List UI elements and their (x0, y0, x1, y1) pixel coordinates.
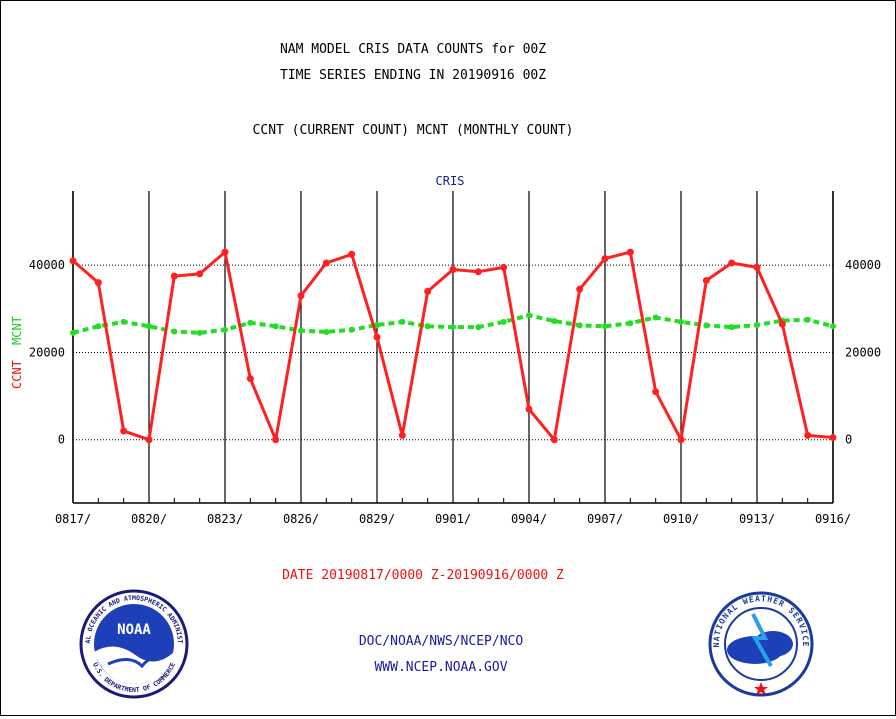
y-axis-label-ccnt: CCNT (10, 360, 24, 389)
data-point-mcnt (95, 323, 102, 330)
chart-title-line2: TIME SERIES ENDING IN 20190916 00Z (280, 68, 546, 83)
x-tick-label: 0823/ (207, 512, 243, 526)
data-point-mcnt (424, 323, 431, 330)
url-label: WWW.NCEP.NOAA.GOV (374, 660, 507, 675)
data-point-ccnt (69, 257, 77, 265)
data-point-ccnt (170, 272, 178, 280)
data-point-mcnt (374, 321, 380, 328)
data-point-ccnt (246, 375, 254, 383)
data-point-mcnt (272, 323, 279, 330)
data-point-mcnt (754, 321, 760, 328)
x-tick-label: 0913/ (739, 512, 775, 526)
data-point-ccnt (424, 287, 432, 295)
y-tick-label-right: 0 (845, 433, 852, 447)
data-point-mcnt (196, 329, 203, 336)
data-point-ccnt (525, 405, 533, 413)
panel-label: CRIS (436, 174, 465, 188)
data-point-ccnt (652, 388, 660, 396)
x-tick-label: 0829/ (359, 512, 395, 526)
data-point-ccnt (702, 276, 710, 284)
data-point-ccnt (145, 436, 153, 444)
data-point-ccnt (94, 279, 102, 287)
data-point-ccnt (449, 266, 457, 274)
data-point-mcnt (551, 318, 558, 325)
data-point-mcnt (323, 328, 330, 335)
noaa-logo: NOAA NATIONAL OCEANIC AND ATMOSPHERIC AD… (79, 589, 189, 699)
data-point-mcnt (500, 318, 507, 325)
data-point-ccnt (550, 436, 558, 444)
noaa-logo-text: NOAA (117, 622, 151, 638)
data-point-mcnt (171, 328, 178, 335)
data-point-ccnt (373, 333, 381, 341)
data-point-mcnt (728, 324, 735, 331)
data-point-ccnt (398, 431, 406, 439)
data-point-ccnt (322, 259, 330, 267)
nws-logo: NATIONAL WEATHER SERVICE (708, 591, 814, 697)
data-point-ccnt (196, 270, 204, 278)
chart-title-line1: NAM MODEL CRIS DATA COUNTS for 00Z (280, 42, 546, 57)
x-tick-label: 0901/ (435, 512, 471, 526)
x-tick-label: 0904/ (511, 512, 547, 526)
data-point-mcnt (120, 318, 127, 325)
data-point-ccnt (829, 434, 837, 442)
org-label: DOC/NOAA/NWS/NCEP/NCO (359, 634, 524, 649)
data-point-mcnt (70, 329, 76, 336)
data-point-ccnt (500, 263, 508, 271)
data-point-mcnt (247, 319, 254, 326)
x-tick-label: 0817/ (55, 512, 91, 526)
y-axis-label-mcnt: MCNT (10, 316, 24, 345)
data-point-mcnt (399, 318, 406, 325)
y-tick-label-left: 20000 (29, 345, 65, 359)
x-tick-label: 0910/ (663, 512, 699, 526)
data-point-ccnt (221, 248, 229, 256)
y-tick-label-left: 0 (58, 433, 65, 447)
data-point-mcnt (222, 326, 228, 333)
data-point-ccnt (474, 268, 482, 276)
data-point-mcnt (348, 326, 355, 333)
data-point-mcnt (298, 327, 304, 334)
data-point-ccnt (272, 436, 280, 444)
data-point-ccnt (601, 255, 609, 263)
data-point-ccnt (778, 320, 786, 328)
data-point-mcnt (830, 323, 836, 330)
data-point-mcnt (804, 316, 811, 323)
chart-subtitle: CCNT (CURRENT COUNT) MCNT (MONTHLY COUNT… (253, 123, 574, 138)
data-point-ccnt (753, 263, 761, 271)
data-point-ccnt (728, 259, 736, 267)
data-point-ccnt (576, 285, 584, 293)
data-point-mcnt (526, 312, 532, 319)
star-icon (754, 682, 768, 695)
date-range-label: DATE 20190817/0000 Z-20190916/0000 Z (282, 568, 564, 583)
data-point-ccnt (348, 250, 356, 258)
data-point-ccnt (297, 292, 305, 300)
data-point-ccnt (120, 427, 128, 435)
y-tick-label-right: 40000 (845, 258, 881, 272)
data-point-mcnt (602, 323, 608, 330)
data-point-mcnt (475, 324, 482, 331)
data-point-mcnt (627, 320, 634, 327)
data-point-ccnt (677, 436, 685, 444)
data-point-mcnt (703, 322, 710, 329)
x-tick-label: 0916/ (815, 512, 851, 526)
x-tick-label: 0820/ (131, 512, 167, 526)
x-tick-label: 0826/ (283, 512, 319, 526)
data-point-mcnt (576, 322, 583, 329)
data-point-mcnt (678, 318, 684, 325)
data-point-mcnt (652, 314, 659, 321)
y-tick-label-left: 40000 (29, 258, 65, 272)
data-point-mcnt (450, 324, 456, 331)
y-tick-label-right: 20000 (845, 345, 881, 359)
plot-area: 0 0 20000 20000 40000 40000 0817/0820/0823/082… (29, 191, 881, 526)
data-point-ccnt (804, 431, 812, 439)
data-point-mcnt (146, 323, 152, 330)
data-point-ccnt (626, 248, 634, 256)
x-tick-label: 0907/ (587, 512, 623, 526)
